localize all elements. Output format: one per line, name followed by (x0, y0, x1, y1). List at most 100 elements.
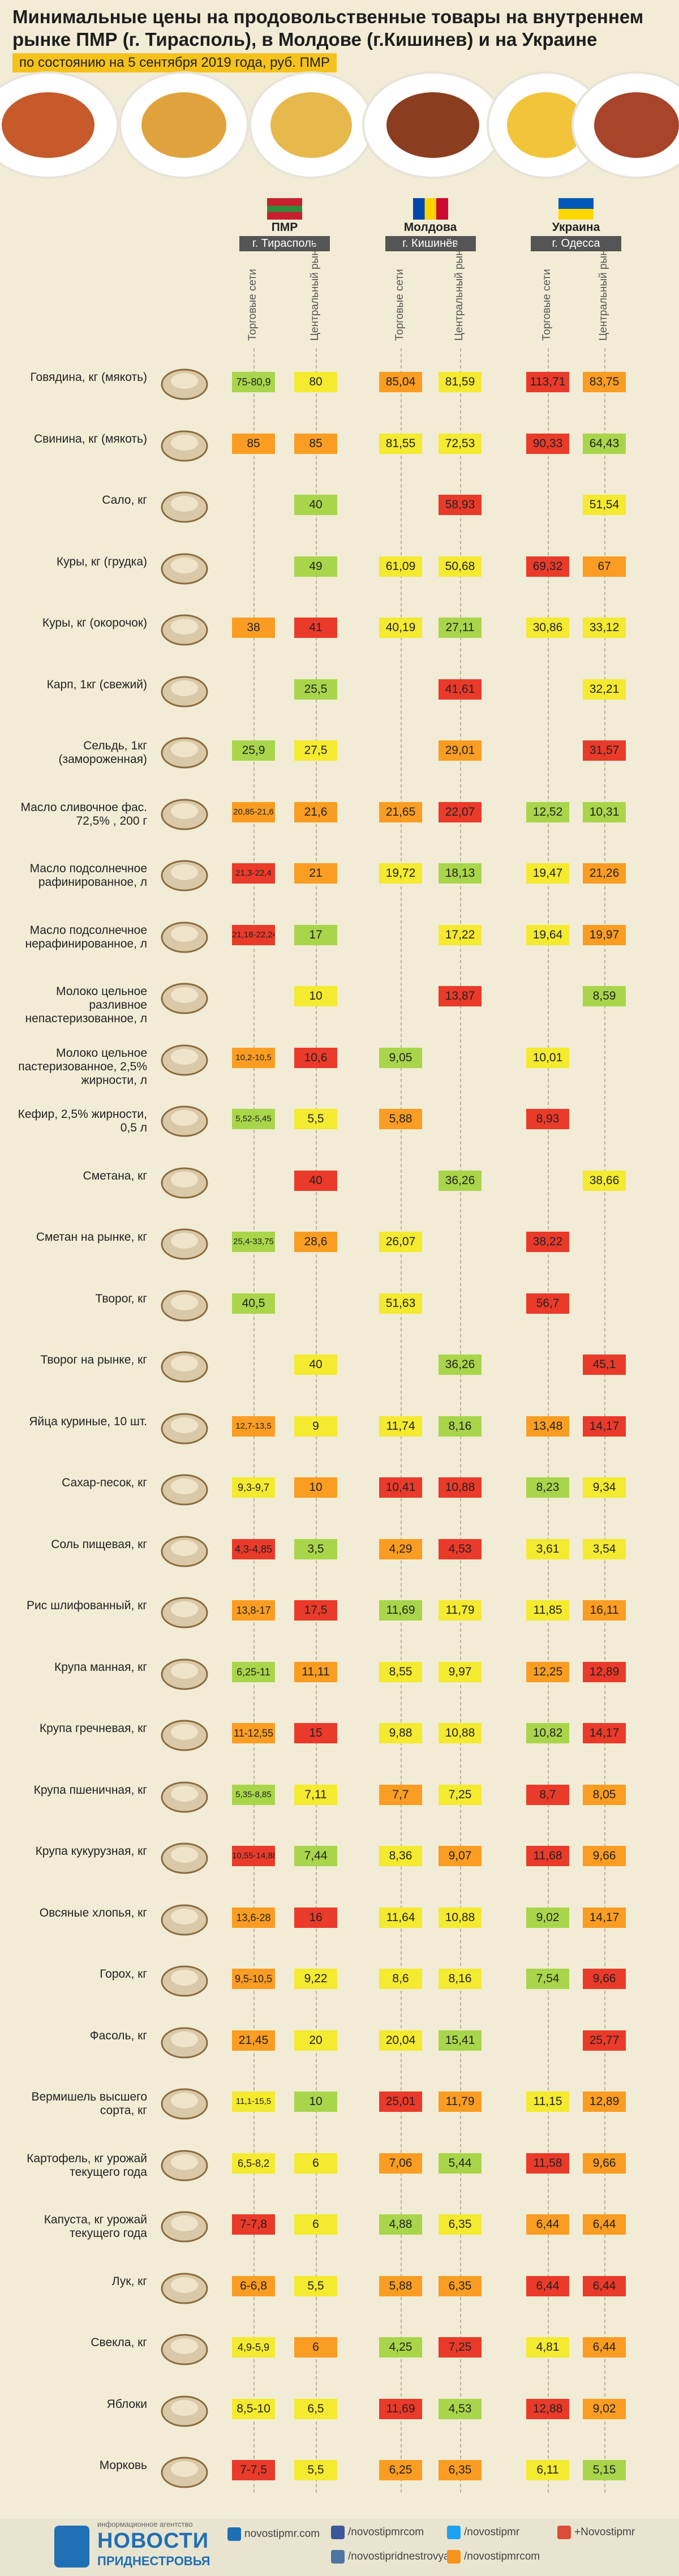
price-cell: 113,71 (526, 372, 569, 392)
price-cell: 17,5 (294, 1600, 337, 1621)
logo-subtitle[interactable]: ПРИДНЕСТРОВЬЯ (97, 2554, 210, 2568)
price-cell: 21,6 (294, 801, 337, 822)
social-link-text[interactable]: /novostipmrcom (348, 2526, 424, 2539)
food-photo-stew (0, 71, 119, 179)
price-cell: 21,65 (379, 801, 422, 822)
price-cell: 8,59 (583, 986, 626, 1006)
price-cell: 8,7 (526, 1784, 569, 1805)
price-cell: 7-7,8 (232, 2214, 275, 2235)
grain-bag-icon (154, 1772, 215, 1818)
food-photo-spaghetti (119, 71, 249, 179)
price-cell: 11,11 (294, 1661, 337, 1682)
price-cell: 41,61 (439, 679, 482, 700)
region-city-0: г. Тирасполь (239, 236, 330, 251)
price-cell: 6,35 (439, 2275, 482, 2296)
price-cell: 10 (294, 2091, 337, 2112)
price-cell: 14,17 (583, 1907, 626, 1928)
price-cell: 11,69 (379, 2398, 422, 2419)
price-cell: 21,26 (583, 863, 626, 884)
food-photo-steak (362, 71, 504, 179)
price-cell: 32,21 (583, 679, 626, 700)
beans-bag-icon (154, 2018, 215, 2063)
rice-bowl-icon (154, 1588, 215, 1633)
social-link-1[interactable]: /novostipmrcom (331, 2526, 424, 2539)
social-link-text[interactable]: /novostipridnestrovya (348, 2551, 450, 2563)
social-link-text[interactable]: /novostipmrcom (464, 2551, 540, 2563)
logo-title[interactable]: НОВОСТИ (97, 2529, 209, 2553)
globe-icon (227, 2527, 241, 2541)
row-label: Капуста, кг урожай текущего года (44, 2213, 147, 2240)
row-label: Масло подсолнечное нерафинированное, л (25, 923, 147, 950)
price-cell: 11,68 (526, 1846, 569, 1866)
social-link-2[interactable]: /novostipridnestrovya (331, 2550, 450, 2564)
price-cell: 21,3-22,4 (232, 863, 275, 884)
social-link-text[interactable]: +Novostipmr (574, 2526, 635, 2539)
row-label: Рис шлифованный, кг (27, 1599, 147, 1612)
price-cell: 81,55 (379, 433, 422, 454)
sugar-bag-icon (154, 1465, 215, 1510)
price-cell: 10,01 (526, 1047, 569, 1068)
price-cell: 20 (294, 2030, 337, 2051)
price-cell: 21 (294, 863, 337, 884)
sour-cream-jar-icon (154, 1219, 215, 1265)
food-photo-fries (249, 71, 373, 179)
social-link-0[interactable]: novostipmr.com (227, 2527, 320, 2541)
milk-carton-icon (154, 1035, 215, 1081)
price-cell: 85,04 (379, 372, 422, 392)
price-cell: 13,48 (526, 1416, 569, 1437)
price-cell: 26,07 (379, 1232, 422, 1252)
price-cell: 9,97 (439, 1661, 482, 1682)
row-label: Яблоки (106, 2397, 147, 2411)
price-cell: 17,22 (439, 924, 482, 945)
price-cell: 6,44 (583, 2337, 626, 2358)
vk-icon (331, 2550, 345, 2564)
price-cell: 67 (583, 556, 626, 577)
price-cell: 21,18-22,24 (232, 924, 275, 945)
price-cell: 4,53 (439, 1538, 482, 1559)
social-link-text[interactable]: novostipmr.com (244, 2528, 320, 2540)
price-cell: 5,88 (379, 2275, 422, 2296)
price-cell: 18,13 (439, 863, 482, 884)
price-cell: 4,3-4,85 (232, 1538, 275, 1559)
price-cell: 38,22 (526, 1232, 569, 1252)
price-cell: 7,06 (379, 2153, 422, 2174)
news-logo-icon[interactable] (54, 2526, 89, 2568)
row-label: Лук, кг (111, 2274, 147, 2288)
social-link-4[interactable]: /novostipmrcom (447, 2550, 540, 2564)
price-cell: 10,55-14,88 (232, 1846, 275, 1866)
price-cell: 16,11 (583, 1600, 626, 1621)
price-cell: 12,88 (526, 2398, 569, 2419)
row-label: Картофель, кг урожай текущего года (27, 2151, 147, 2179)
price-cell: 25,77 (583, 2030, 626, 2051)
row-label: Горох, кг (100, 1968, 147, 1981)
price-cell: 14,17 (583, 1416, 626, 1437)
social-link-5[interactable]: +Novostipmr (557, 2526, 635, 2539)
chicken-breast-icon (154, 544, 215, 589)
column-header-3: Центральный рынок (453, 239, 465, 341)
row-label: Масло сливочное фас. 72,5% , 200 г (20, 800, 147, 828)
price-cell: 10,31 (583, 801, 626, 822)
row-label: Молоко цельное разливное непастеризованн… (25, 985, 147, 1025)
price-cell: 11-12,55 (232, 1723, 275, 1743)
row-label: Говядина, кг (мякоть) (30, 371, 147, 384)
price-cell: 40 (294, 1170, 337, 1191)
price-cell: 9,3-9,7 (232, 1477, 275, 1498)
price-cell: 5,15 (583, 2460, 626, 2480)
cottage-cheese-icon (154, 1281, 215, 1326)
social-link-3[interactable]: /novostipmr (447, 2526, 519, 2539)
price-cell: 10 (294, 1477, 337, 1498)
row-label: Сало, кг (102, 494, 147, 507)
pasta-icon (154, 2079, 215, 2124)
price-cell: 25,4-33,75 (232, 1232, 275, 1252)
price-cell: 12,89 (583, 1661, 626, 1682)
price-cell: 8,6 (379, 1969, 422, 1989)
price-cell: 10,41 (379, 1477, 422, 1498)
social-link-text[interactable]: /novostipmr (464, 2526, 520, 2539)
price-cell: 20,04 (379, 2030, 422, 2051)
grain-bag-icon (154, 1649, 215, 1695)
grain-bag-icon (154, 1833, 215, 1879)
price-cell: 36,26 (439, 1170, 482, 1191)
row-label: Сметан на рынке, кг (36, 1231, 147, 1244)
column-header-0: Торговые сети (247, 269, 259, 341)
